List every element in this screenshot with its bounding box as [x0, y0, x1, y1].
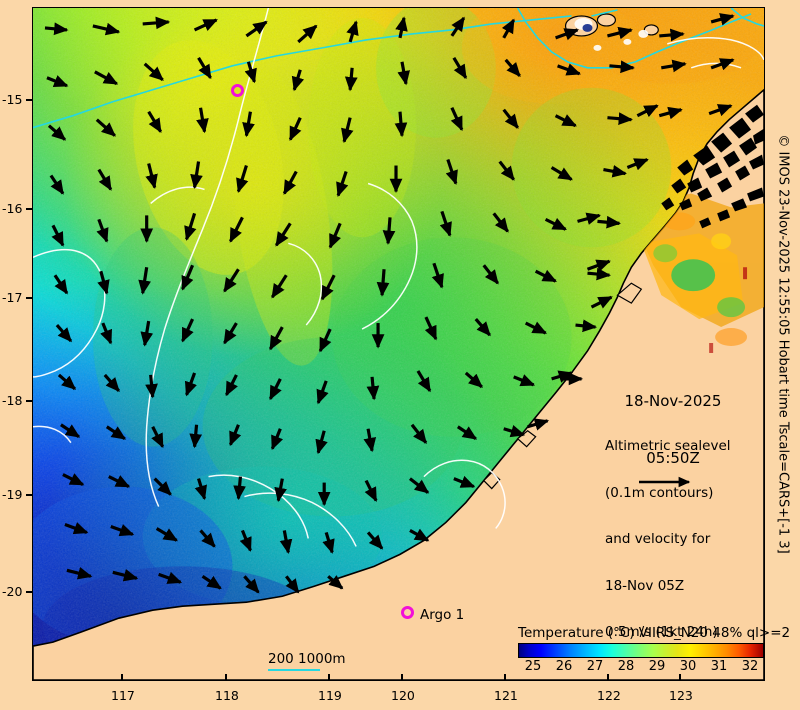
depth-legend-bar	[268, 669, 320, 671]
x-tick-label: 123	[669, 688, 693, 703]
colorbar-tick-labels: 25 26 27 28 29 30 31 32	[518, 658, 764, 674]
colorbar-tick: 28	[617, 659, 635, 674]
x-tick-label: 117	[111, 688, 135, 703]
bathymetry-contours	[33, 8, 764, 129]
colorbar-tick: 26	[555, 659, 573, 674]
y-tick-mark	[26, 99, 32, 101]
colorbar[interactable]: Temperature (°C) VIIRS_N20 48% ql>=2 25 …	[518, 625, 791, 674]
x-tick-label: 122	[597, 688, 621, 703]
land-and-coastline-layer	[33, 13, 764, 680]
annotation-line-2: (0.1m contours)	[605, 484, 714, 501]
credit-label: © IMOS 23-Nov-2025 12:55:05 Hobart time …	[775, 134, 791, 554]
time-value: 05:50Z	[646, 449, 700, 467]
x-tick-mark	[607, 674, 609, 681]
y-tick-mark	[26, 297, 32, 299]
velocity-arrow-layer	[44, 13, 735, 594]
coastline-main	[33, 88, 764, 680]
colorbar-tick: 30	[679, 659, 697, 674]
colorbar-tick: 32	[741, 659, 759, 674]
x-tick-label: 118	[215, 688, 239, 703]
reference-velocity-arrow	[639, 476, 691, 488]
x-tick-label: 119	[318, 688, 342, 703]
annotation-line-1: Altimetric sealevel	[605, 438, 731, 454]
colorbar-tick: 29	[648, 659, 666, 674]
depth-legend-label: 200 1000m	[268, 651, 346, 667]
annotation-line-5: 0.5m/s (1kt 24h)	[605, 624, 718, 640]
depth-contour-legend: 200 1000m	[268, 651, 346, 671]
x-tick-mark	[401, 674, 403, 681]
argo-marker-1-label: Argo 1	[420, 607, 465, 623]
x-tick-label: 120	[391, 688, 415, 703]
x-tick-mark	[679, 674, 681, 681]
x-tick-mark	[328, 674, 330, 681]
x-tick-mark	[504, 674, 506, 681]
contour-layer	[33, 8, 764, 547]
y-tick-mark	[26, 494, 32, 496]
argo-marker-2[interactable]	[231, 84, 244, 97]
colorbar-tick: 27	[586, 659, 604, 674]
annotation-block: Altimetric sealevel (0.1m contours) and …	[605, 408, 731, 672]
colorbar-title: Temperature (°C) VIIRS_N20 48% ql>=2	[518, 625, 791, 641]
y-tick-mark	[26, 208, 32, 210]
x-tick-label: 121	[494, 688, 518, 703]
argo-marker-1[interactable]	[401, 606, 414, 619]
y-tick-mark	[26, 591, 32, 593]
y-tick-mark	[26, 400, 32, 402]
x-tick-mark	[225, 674, 227, 681]
map-plot-area[interactable]: Argo 1 18-Nov-2025 05:50Z Altimetric sea…	[32, 7, 765, 681]
credit-text: © IMOS 23-Nov-2025 12:55:05 Hobart time …	[772, 8, 794, 680]
x-tick-mark	[121, 674, 123, 681]
colorbar-tick: 31	[710, 659, 728, 674]
colorbar-gradient[interactable]	[518, 643, 764, 658]
colorbar-tick: 25	[524, 659, 542, 674]
date-stamp: 18-Nov-2025 05:50Z	[605, 354, 741, 506]
annotation-line-3: and velocity for	[605, 531, 711, 547]
sealevel-contours	[33, 8, 764, 547]
annotation-line-4: 18-Nov 05Z	[605, 577, 685, 594]
velocity-arrows	[44, 13, 735, 594]
date-value: 18-Nov-2025	[624, 392, 722, 410]
